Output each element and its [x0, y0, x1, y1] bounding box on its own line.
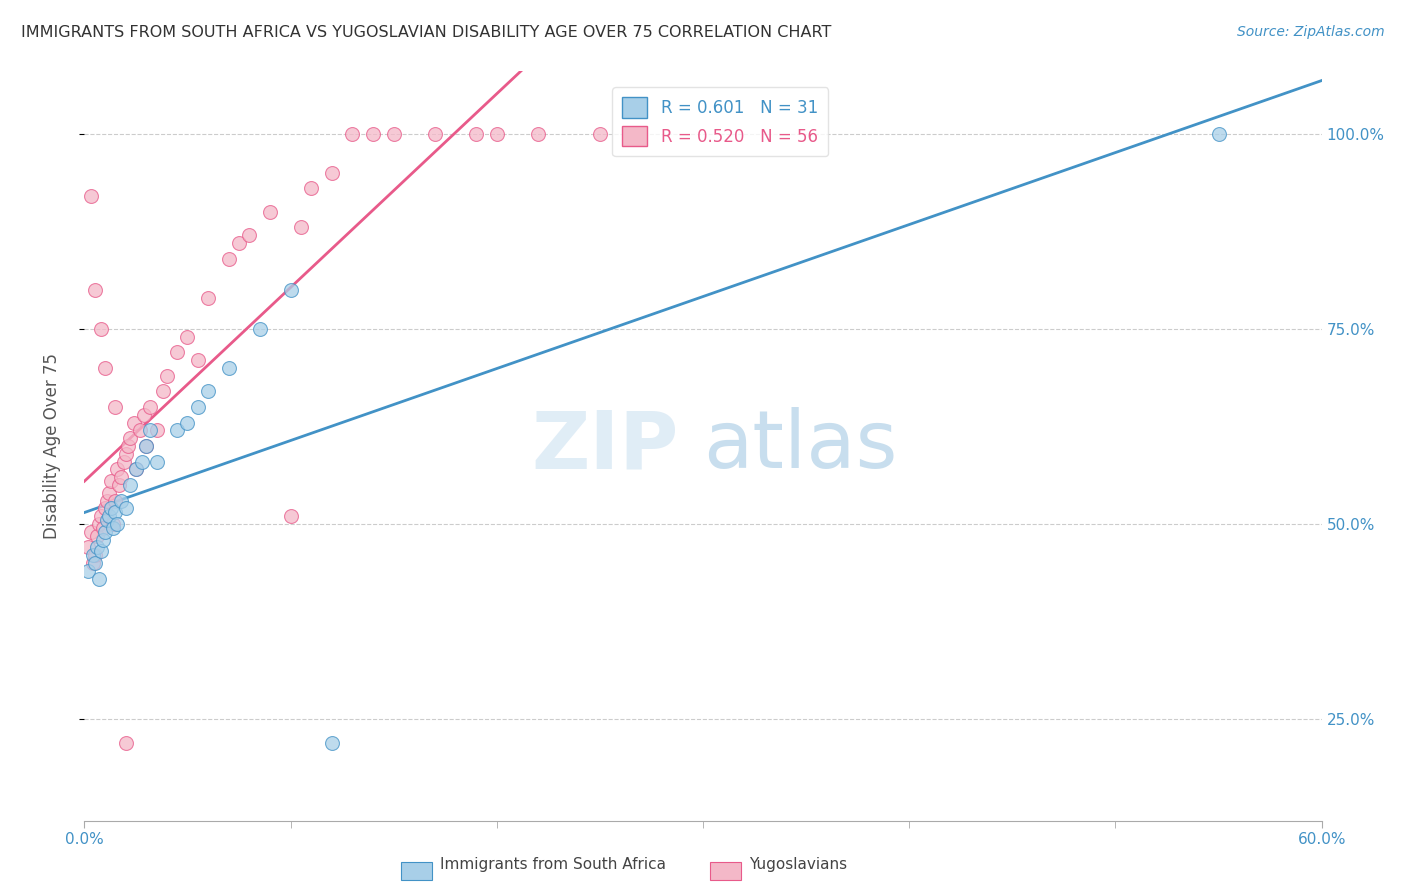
Point: [79, 524, 101, 539]
Point: [139, 400, 162, 414]
Point: [91, 521, 114, 535]
Point: [145, 455, 167, 469]
Point: [110, 493, 132, 508]
Point: [104, 493, 127, 508]
Point: [77, 564, 100, 578]
Point: [156, 368, 179, 383]
Point: [249, 322, 271, 336]
Point: [139, 424, 162, 438]
Point: [166, 424, 188, 438]
Text: Source: ZipAtlas.com: Source: ZipAtlas.com: [1237, 25, 1385, 39]
Point: [131, 455, 153, 469]
Point: [176, 330, 198, 344]
Point: [83, 556, 105, 570]
Point: [280, 283, 302, 297]
Point: [90, 544, 112, 558]
Point: [90, 509, 112, 524]
Point: [96, 513, 118, 527]
Point: [134, 408, 156, 422]
Point: [118, 431, 141, 445]
Point: [187, 400, 209, 414]
Point: [342, 127, 364, 141]
Point: [105, 462, 128, 476]
Point: [166, 345, 188, 359]
Point: [114, 735, 136, 749]
Point: [91, 533, 114, 547]
Point: [94, 524, 117, 539]
Point: [100, 501, 122, 516]
Point: [98, 485, 121, 500]
Text: Yugoslavians: Yugoslavians: [749, 857, 848, 872]
Point: [86, 541, 108, 555]
Point: [290, 220, 312, 235]
Point: [94, 501, 117, 516]
Point: [83, 283, 105, 297]
Point: [86, 529, 108, 543]
Point: [82, 548, 104, 563]
Point: [82, 556, 104, 570]
Point: [465, 127, 488, 141]
Point: [187, 353, 209, 368]
Point: [98, 509, 121, 524]
Point: [77, 541, 100, 555]
Point: [114, 447, 136, 461]
Point: [114, 501, 136, 516]
Point: [197, 384, 219, 399]
Point: [125, 462, 148, 476]
Point: [104, 505, 127, 519]
Point: [118, 478, 141, 492]
Point: [79, 189, 101, 203]
Point: [299, 181, 322, 195]
Point: [117, 439, 139, 453]
Point: [589, 127, 612, 141]
Point: [228, 236, 250, 251]
Text: Immigrants from South Africa: Immigrants from South Africa: [440, 857, 666, 872]
Text: IMMIGRANTS FROM SOUTH AFRICA VS YUGOSLAVIAN DISABILITY AGE OVER 75 CORRELATION C: IMMIGRANTS FROM SOUTH AFRICA VS YUGOSLAV…: [21, 25, 831, 40]
Point: [259, 205, 281, 219]
Point: [135, 439, 157, 453]
Point: [105, 517, 128, 532]
Point: [96, 493, 118, 508]
Point: [382, 127, 405, 141]
Text: ZIP: ZIP: [531, 407, 678, 485]
Point: [1208, 127, 1230, 141]
Point: [176, 416, 198, 430]
Point: [423, 127, 446, 141]
Point: [280, 509, 302, 524]
Point: [87, 572, 110, 586]
Point: [145, 424, 167, 438]
Point: [100, 474, 122, 488]
Point: [103, 521, 125, 535]
Point: [110, 470, 132, 484]
Point: [135, 439, 157, 453]
Point: [321, 166, 343, 180]
Point: [103, 517, 125, 532]
Point: [125, 462, 148, 476]
Text: atlas: atlas: [703, 407, 897, 485]
Point: [321, 735, 343, 749]
Point: [361, 127, 384, 141]
Point: [122, 416, 145, 430]
Point: [104, 400, 127, 414]
Point: [218, 252, 240, 266]
Point: [485, 127, 508, 141]
Point: [83, 548, 105, 563]
Point: [527, 127, 550, 141]
Point: [94, 361, 117, 376]
Point: [112, 455, 135, 469]
Point: [238, 228, 260, 243]
Point: [197, 291, 219, 305]
Point: [152, 384, 174, 399]
Point: [108, 478, 131, 492]
Point: [129, 424, 152, 438]
Point: [218, 361, 240, 376]
Point: [90, 322, 112, 336]
Point: [87, 517, 110, 532]
Legend: R = 0.601   N = 31, R = 0.520   N = 56: R = 0.601 N = 31, R = 0.520 N = 56: [613, 87, 828, 156]
Y-axis label: Disability Age Over 75: Disability Age Over 75: [42, 353, 60, 539]
